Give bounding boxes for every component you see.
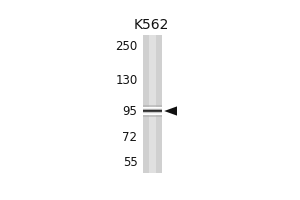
Text: 250: 250 xyxy=(115,40,137,53)
Bar xyxy=(143,114,162,115)
Bar xyxy=(143,111,162,112)
Text: 95: 95 xyxy=(123,105,137,118)
Text: 55: 55 xyxy=(123,156,137,169)
Bar xyxy=(143,111,162,112)
Bar xyxy=(143,113,162,114)
Text: 72: 72 xyxy=(122,131,137,144)
Bar xyxy=(143,110,162,111)
Bar xyxy=(143,112,162,113)
Bar xyxy=(149,35,156,173)
Bar xyxy=(143,107,162,108)
Text: K562: K562 xyxy=(134,18,169,32)
Bar xyxy=(143,113,162,114)
Bar xyxy=(143,109,162,110)
Bar xyxy=(143,109,162,110)
Bar xyxy=(143,108,162,109)
Bar xyxy=(143,105,162,117)
Bar xyxy=(143,107,162,108)
Polygon shape xyxy=(164,106,177,116)
Bar xyxy=(143,35,162,173)
Text: 130: 130 xyxy=(115,74,137,87)
